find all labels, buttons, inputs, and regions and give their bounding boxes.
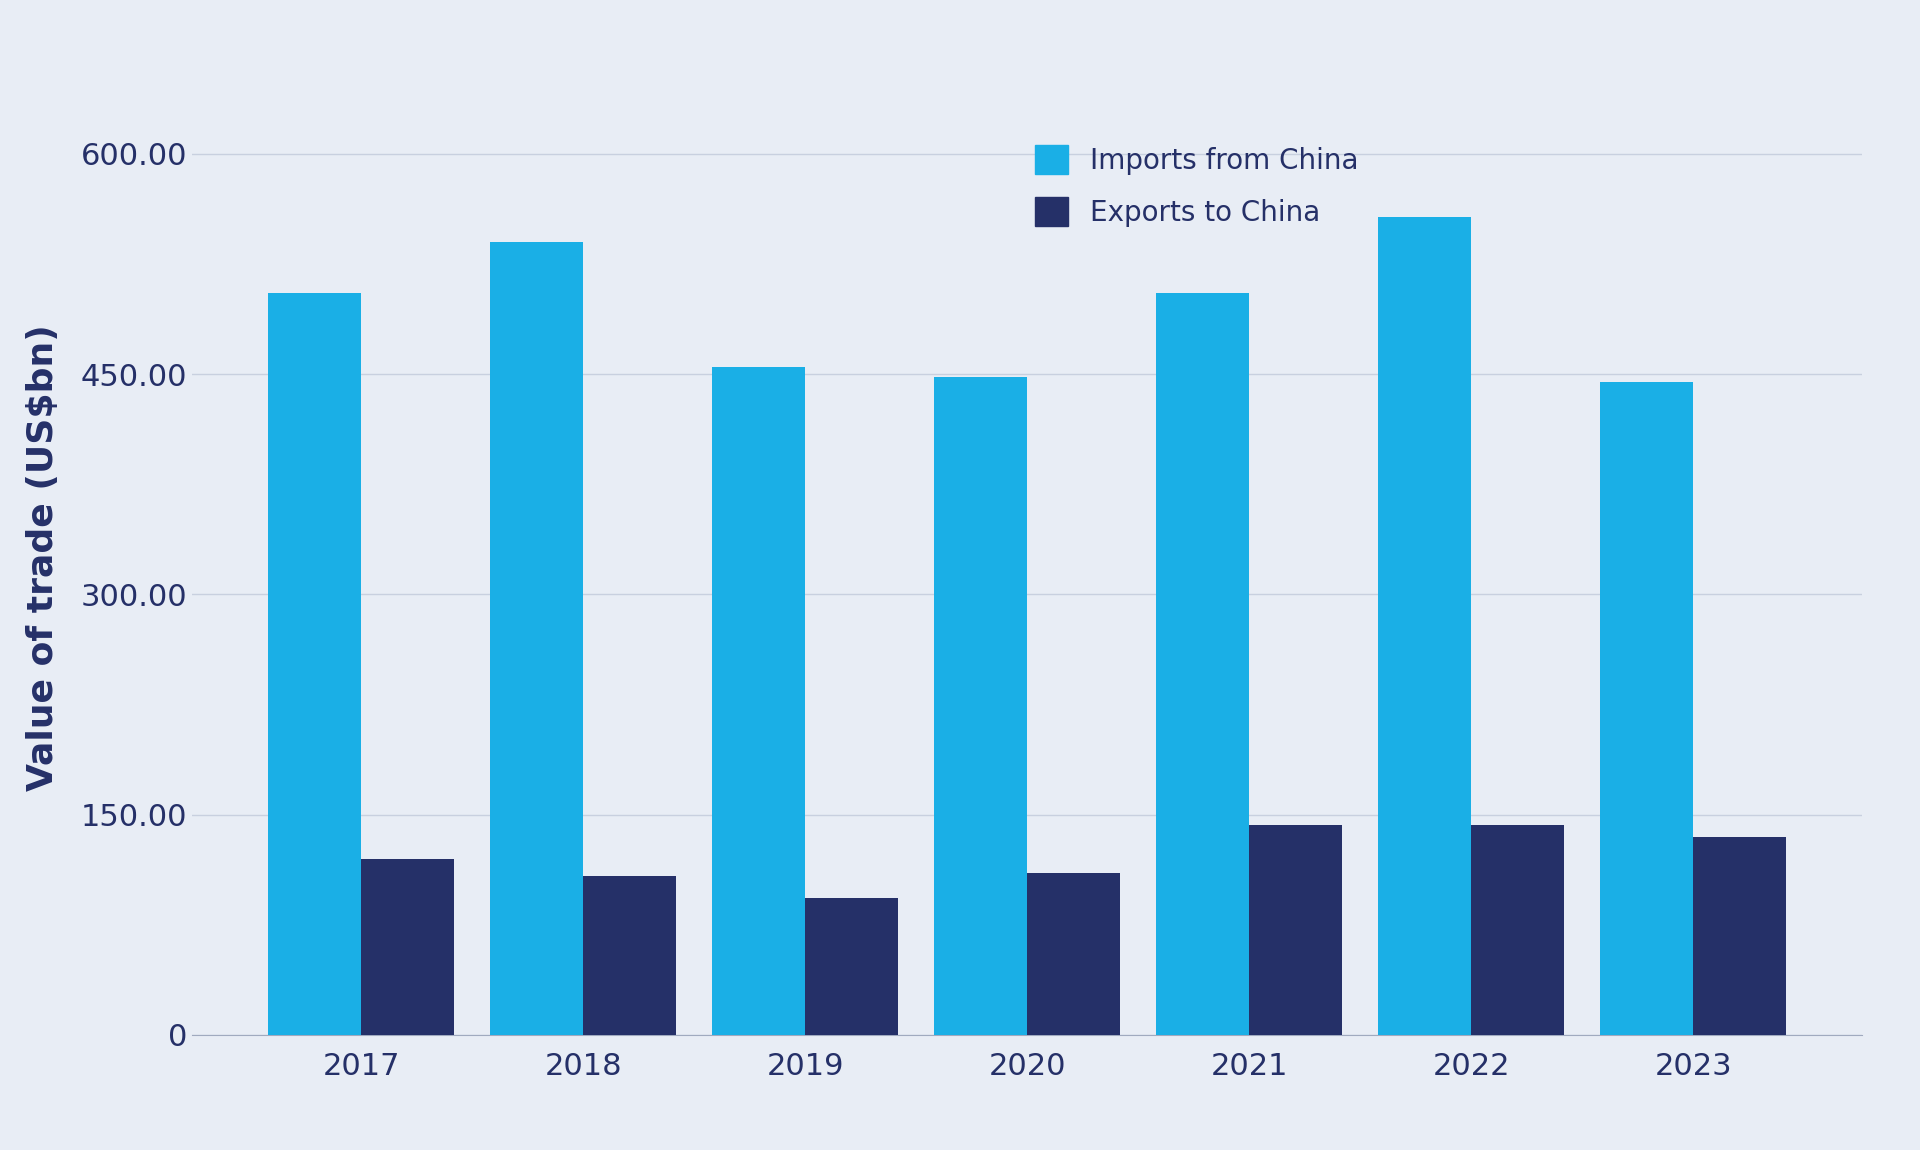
Bar <box>1027 874 1121 1035</box>
Bar <box>1156 293 1250 1035</box>
Bar <box>1379 217 1471 1035</box>
Legend: Imports from China, Exports to China: Imports from China, Exports to China <box>1012 123 1380 248</box>
Bar <box>933 377 1027 1035</box>
Bar <box>361 859 455 1035</box>
Bar <box>712 367 804 1035</box>
Bar <box>804 898 899 1035</box>
Bar <box>1471 825 1565 1035</box>
Bar <box>1599 382 1693 1035</box>
Bar <box>1693 837 1786 1035</box>
Bar <box>269 293 361 1035</box>
Bar <box>490 242 584 1035</box>
Y-axis label: Value of trade (US$bn): Value of trade (US$bn) <box>25 324 60 791</box>
Bar <box>584 876 676 1035</box>
Bar <box>1250 825 1342 1035</box>
